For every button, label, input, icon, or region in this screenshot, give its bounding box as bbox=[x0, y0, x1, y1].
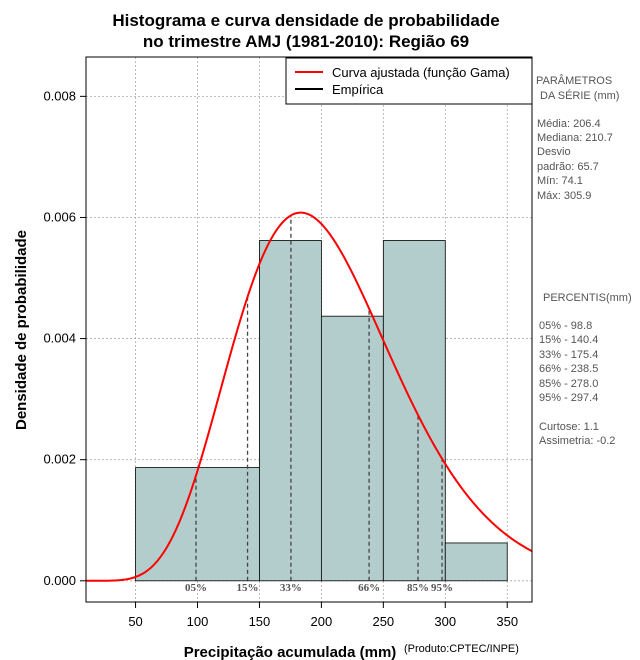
gamma-curve bbox=[86, 211, 533, 582]
y-tick-label-2: 0.004 bbox=[43, 331, 76, 346]
param-stddev-label: Desvio bbox=[537, 146, 571, 158]
percentile-lines bbox=[195, 215, 443, 581]
percentil-66: 66% - 238.5 bbox=[539, 363, 598, 375]
bar-4 bbox=[444, 542, 508, 582]
param-mean: Média: 206.4 bbox=[537, 118, 601, 130]
kurtosis: Curtose: 1.1 bbox=[539, 421, 599, 433]
x-axis-label: Precipitação acumulada (mm) bbox=[184, 644, 397, 660]
param-stddev-value: padrão: 65.7 bbox=[537, 161, 599, 173]
legend-box bbox=[285, 57, 533, 105]
legend-item-curve: Curva ajustada (função Gama) bbox=[332, 65, 510, 80]
percentil-95: 95% - 297.4 bbox=[539, 392, 598, 404]
percentil-85: 85% - 278.0 bbox=[539, 378, 598, 390]
percentile-label-0: 05% bbox=[185, 582, 207, 594]
x-tick-label-6: 350 bbox=[496, 614, 518, 629]
percentil-15: 15% - 140.4 bbox=[539, 334, 598, 346]
legend: Curva ajustada (função Gama) Empírica bbox=[285, 57, 533, 105]
percentile-label-4: 85% bbox=[407, 582, 429, 594]
plot-frame bbox=[85, 56, 533, 603]
percentile-label-1: 15% bbox=[237, 582, 259, 594]
bar-3 bbox=[382, 240, 446, 582]
percentile-label-3: 66% bbox=[358, 582, 380, 594]
y-tick-label-3: 0.006 bbox=[43, 209, 76, 224]
params-title-line-2: DA SÉRIE (mm) bbox=[540, 89, 619, 102]
x-tick-label-5: 300 bbox=[434, 614, 456, 629]
x-tick-label-1: 100 bbox=[187, 614, 209, 629]
percentile-labels: 05% 15% 33% 66% 85% 95% bbox=[185, 582, 453, 594]
y-axis-ticks: 0.000 0.002 0.004 0.006 0.008 bbox=[43, 88, 86, 588]
percentil-33: 33% - 175.4 bbox=[539, 349, 598, 361]
y-tick-label-0: 0.000 bbox=[43, 573, 76, 588]
chart-title-line-2: no trimestre AMJ (1981-2010): Região 69 bbox=[143, 32, 469, 51]
chart-title-line-1: Histograma e curva densidade de probabil… bbox=[112, 11, 499, 30]
x-axis-ticks: 50 100 150 200 250 300 350 bbox=[128, 602, 518, 629]
y-axis-label: Densidade de probabilidade bbox=[13, 230, 30, 430]
percentile-label-5: 95% bbox=[431, 582, 453, 594]
y-tick-label-1: 0.002 bbox=[43, 452, 76, 467]
skewness: Assimetria: -0.2 bbox=[539, 435, 615, 447]
x-tick-label-0: 50 bbox=[128, 614, 142, 629]
y-tick-label-4: 0.008 bbox=[43, 88, 76, 103]
x-tick-label-3: 200 bbox=[311, 614, 333, 629]
credit-text: (Produto:CPTEC/INPE) bbox=[404, 643, 519, 655]
histogram-bars bbox=[135, 240, 508, 582]
params-title-line-1: PARÂMETROS bbox=[536, 74, 612, 87]
legend-item-empirical: Empírica bbox=[332, 82, 384, 97]
stats-panel: PARÂMETROS DA SÉRIE (mm) Média: 206.4 Me… bbox=[536, 74, 632, 447]
bar-2 bbox=[320, 315, 384, 582]
percentil-05: 05% - 98.8 bbox=[539, 320, 592, 332]
percentis-title: PERCENTIS(mm) bbox=[543, 292, 632, 304]
x-tick-label-2: 150 bbox=[249, 614, 271, 629]
param-max: Máx: 305.9 bbox=[537, 190, 591, 202]
param-median: Mediana: 210.7 bbox=[537, 132, 613, 144]
percentile-label-2: 33% bbox=[280, 582, 302, 594]
x-tick-label-4: 250 bbox=[372, 614, 394, 629]
param-min: Mín: 74.1 bbox=[537, 175, 583, 187]
